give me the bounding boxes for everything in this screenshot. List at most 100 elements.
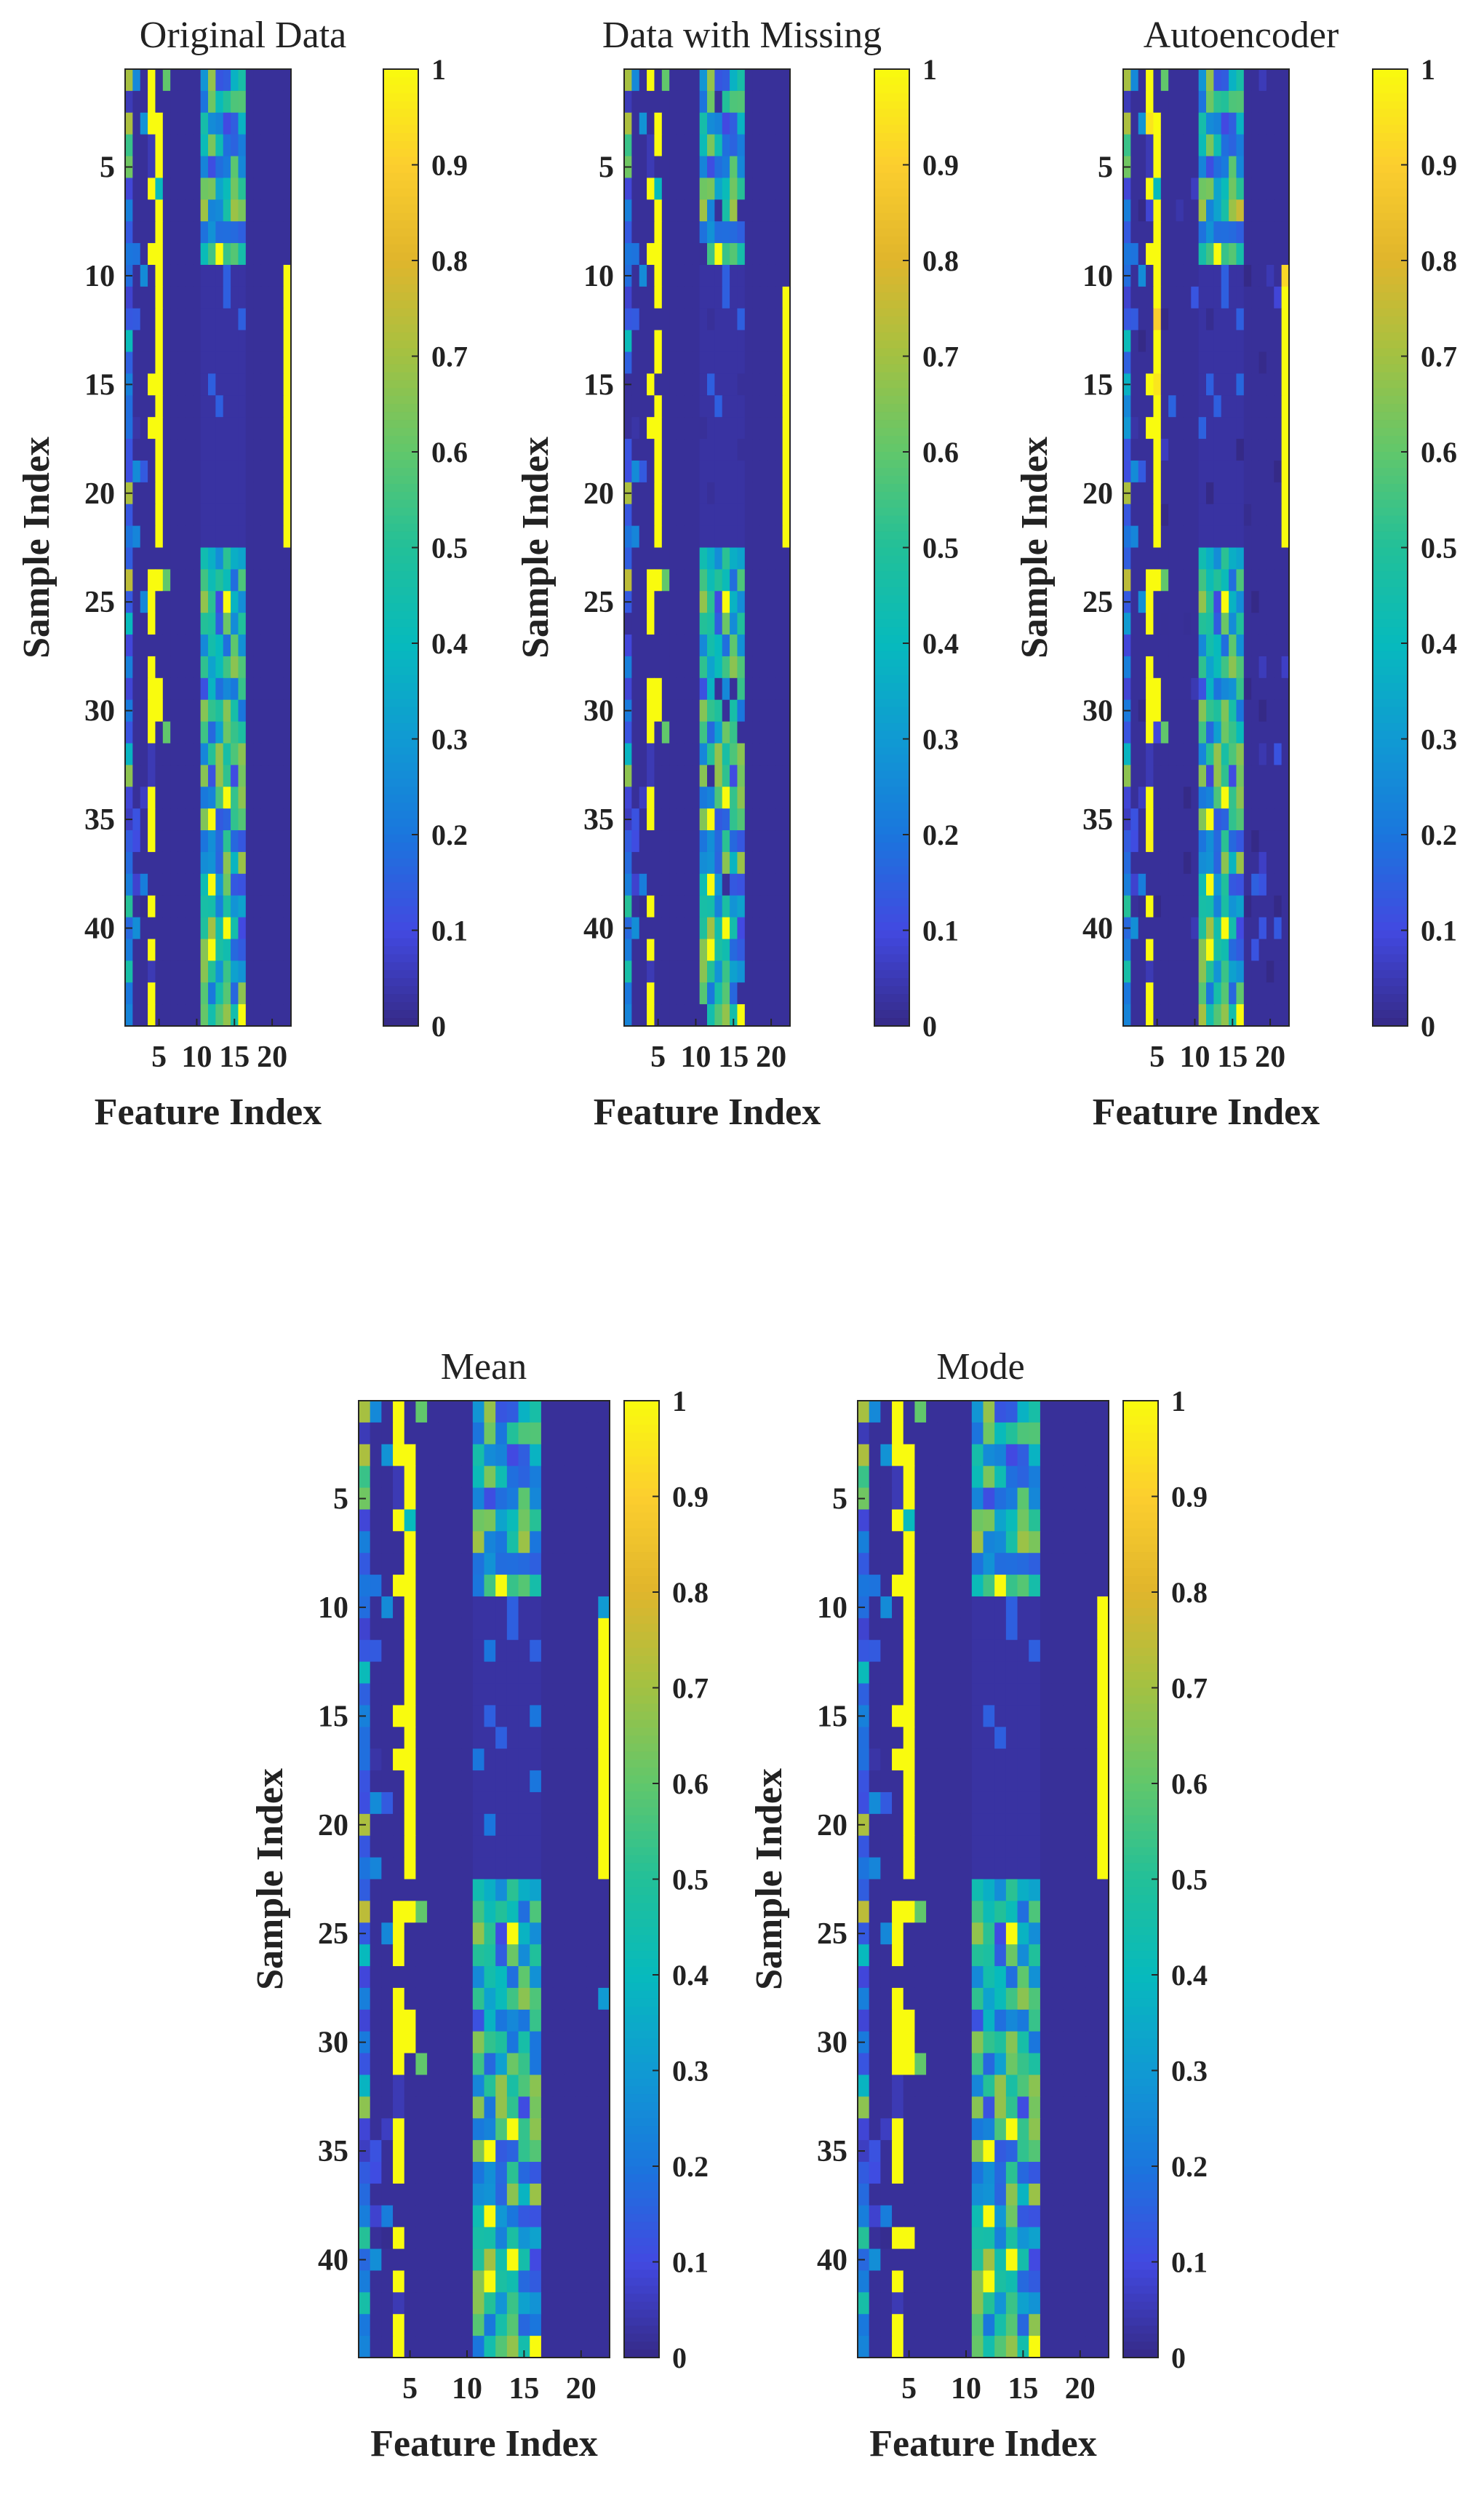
colorbar-tick-label: 0.6 — [431, 436, 468, 469]
heatmap-cell — [914, 1422, 927, 1445]
heatmap-cell — [869, 1727, 881, 1749]
heatmap-cell — [994, 1727, 1007, 1749]
heatmap-cell — [1251, 699, 1260, 723]
heatmap-cell — [1243, 482, 1252, 505]
heatmap-cell — [200, 982, 209, 1005]
heatmap-cell — [231, 221, 239, 244]
heatmap-cell — [393, 1770, 405, 1793]
heatmap-cell — [971, 1770, 984, 1793]
heatmap-cell — [162, 112, 171, 135]
heatmap-cell — [450, 2314, 462, 2336]
colorbar-segment — [624, 1855, 659, 1864]
heatmap-cell — [737, 460, 746, 483]
heatmap-cell — [404, 2118, 417, 2141]
heatmap-cell — [140, 960, 148, 983]
heatmap-cell — [699, 765, 708, 787]
heatmap-cell — [506, 2096, 519, 2119]
heatmap-cell — [245, 765, 254, 787]
colorbar-segment — [1373, 571, 1408, 581]
heatmap-cell — [530, 2118, 542, 2141]
heatmap-cell — [415, 1487, 428, 1511]
heatmap-cell — [767, 308, 775, 331]
heatmap-cell — [208, 635, 216, 657]
x-tick-label: 20 — [1255, 1041, 1285, 1074]
heatmap-cell — [1183, 112, 1192, 135]
heatmap-cell — [752, 743, 761, 765]
heatmap-cell — [1153, 851, 1162, 875]
heatmap-cell — [767, 960, 775, 983]
heatmap-cell — [132, 156, 141, 179]
heatmap-cell — [461, 1661, 474, 1684]
heatmap-cell — [506, 1727, 519, 1749]
heatmap-cell — [461, 1444, 474, 1467]
heatmap-cell — [1281, 90, 1290, 114]
heatmap-cell — [892, 1401, 904, 1423]
heatmap-cell — [162, 787, 171, 809]
heatmap-cell — [540, 1596, 554, 1619]
heatmap-cell — [1221, 677, 1229, 701]
heatmap-cell — [971, 1444, 984, 1467]
heatmap-cell — [639, 1004, 647, 1027]
heatmap-cell — [359, 1987, 371, 2010]
colorbar-segment — [624, 2166, 659, 2175]
heatmap-cell — [586, 2140, 599, 2163]
heatmap-cell — [472, 1901, 485, 1923]
heatmap-cell — [714, 960, 723, 983]
heatmap-cell — [1281, 787, 1290, 809]
heatmap-cell — [155, 199, 164, 222]
heatmap-cell — [737, 417, 746, 439]
heatmap-cell — [744, 504, 753, 527]
heatmap-cell — [1168, 417, 1177, 439]
heatmap-cell — [276, 417, 284, 439]
colorbar-segment — [383, 779, 418, 788]
heatmap-cell — [1191, 243, 1200, 266]
heatmap-cell — [971, 1553, 984, 1575]
heatmap-cell — [495, 1553, 508, 1575]
colorbar-segment — [624, 2189, 659, 2199]
heatmap-cell — [1258, 286, 1267, 309]
heatmap-cell — [370, 1401, 382, 1423]
heatmap-cell — [268, 743, 276, 765]
heatmap-cell — [1123, 460, 1131, 483]
heatmap-cell — [1198, 743, 1207, 765]
heatmap-cell — [518, 2162, 530, 2184]
colorbar-segment — [874, 316, 909, 325]
heatmap-cell — [1097, 1683, 1109, 1706]
heatmap-cell — [647, 525, 655, 549]
heatmap-cell — [155, 591, 164, 613]
heatmap-cell — [260, 264, 269, 287]
heatmap-cell — [1138, 851, 1146, 875]
heatmap-cell — [994, 1770, 1007, 1793]
heatmap-cell — [438, 2205, 451, 2228]
heatmap-cell — [677, 635, 685, 657]
heatmap-cell — [639, 330, 647, 353]
heatmap-cell — [552, 1813, 565, 1837]
heatmap-cell — [1274, 395, 1282, 418]
heatmap-cell — [438, 2314, 451, 2336]
heatmap-cell — [276, 112, 284, 135]
heatmap-cell — [1281, 243, 1290, 266]
heatmap-cell — [714, 569, 723, 592]
heatmap-cell — [1221, 156, 1229, 179]
heatmap-cell — [677, 482, 685, 505]
heatmap-cell — [540, 1835, 554, 1858]
heatmap-cell — [268, 808, 276, 831]
colorbar-segment — [874, 196, 909, 206]
heatmap-cell — [1130, 1004, 1139, 1027]
colorbar-segment — [874, 850, 909, 859]
heatmap-cell — [155, 917, 164, 940]
colorbar-segment — [874, 92, 909, 102]
heatmap-cell — [684, 286, 693, 309]
heatmap-cell — [1183, 330, 1192, 353]
colorbar-segment — [383, 938, 418, 947]
heatmap-cell — [624, 787, 632, 809]
heatmap-cell — [472, 2118, 485, 2141]
colorbar-segment — [1373, 946, 1408, 955]
colorbar-segment — [874, 364, 909, 373]
heatmap-cell — [125, 460, 133, 483]
heatmap-cell — [518, 1857, 530, 1880]
colorbar-segment — [874, 436, 909, 445]
heatmap-cell — [1051, 1596, 1064, 1619]
heatmap-cell — [564, 1987, 576, 2010]
heatmap-cell — [1251, 199, 1260, 222]
